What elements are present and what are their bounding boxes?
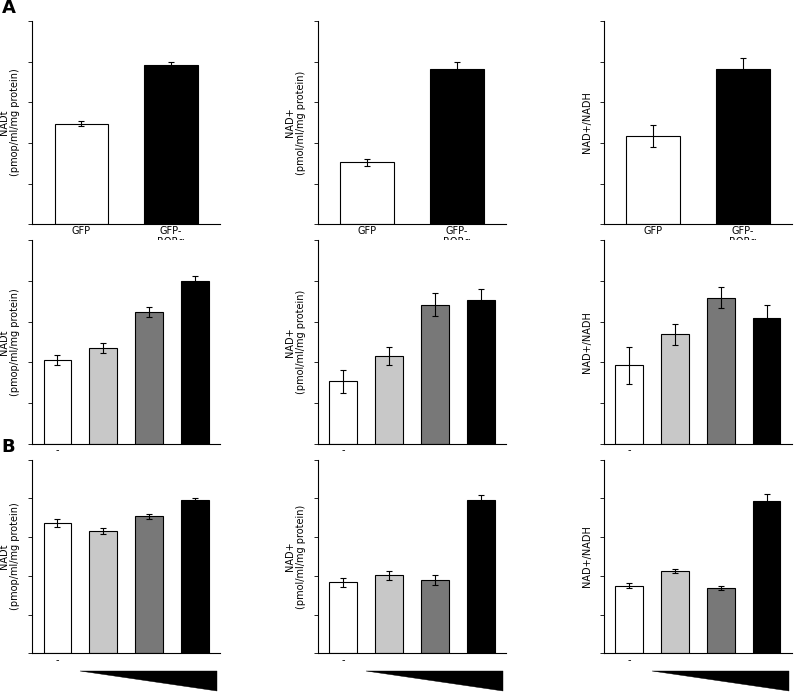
Bar — [715, 70, 768, 224]
Bar — [181, 500, 209, 653]
Polygon shape — [80, 671, 217, 691]
Y-axis label: NAD+/NADH: NAD+/NADH — [581, 525, 591, 587]
Bar — [181, 281, 209, 443]
Bar — [340, 163, 393, 224]
Bar — [89, 531, 117, 653]
Text: CS: CS — [148, 489, 163, 498]
Y-axis label: NADt
(pmop/ml/mg protein): NADt (pmop/ml/mg protein) — [0, 502, 20, 610]
Bar — [43, 523, 71, 653]
Text: B: B — [2, 438, 15, 456]
Bar — [660, 571, 688, 653]
Bar — [421, 580, 448, 653]
Polygon shape — [365, 671, 502, 691]
Bar — [89, 348, 117, 443]
Bar — [421, 305, 448, 443]
Y-axis label: NAD+/NADH: NAD+/NADH — [581, 311, 591, 373]
Bar — [43, 360, 71, 443]
Bar — [614, 366, 642, 443]
Bar — [329, 381, 357, 443]
Y-axis label: NADt
(pmop/ml/mg protein): NADt (pmop/ml/mg protein) — [0, 69, 20, 177]
Text: CS: CS — [719, 489, 734, 498]
Bar — [135, 312, 163, 443]
Y-axis label: NAD+
(pmol/ml/mg protein): NAD+ (pmol/ml/mg protein) — [284, 70, 306, 174]
Bar — [752, 318, 780, 443]
Y-axis label: NAD+
(pmol/ml/mg protein): NAD+ (pmol/ml/mg protein) — [284, 290, 306, 394]
Bar — [55, 124, 108, 224]
Polygon shape — [365, 462, 502, 483]
Bar — [706, 588, 734, 653]
Text: CS: CS — [434, 489, 448, 498]
Text: A: A — [2, 0, 15, 17]
Y-axis label: NAD+/NADH: NAD+/NADH — [581, 92, 591, 154]
Polygon shape — [651, 462, 788, 483]
Bar — [135, 516, 163, 653]
Bar — [614, 585, 642, 653]
Polygon shape — [80, 462, 217, 483]
Bar — [467, 300, 494, 443]
Y-axis label: NADt
(pmop/ml/mg protein): NADt (pmop/ml/mg protein) — [0, 288, 20, 395]
Bar — [329, 582, 357, 653]
Bar — [467, 500, 494, 653]
Bar — [660, 334, 688, 443]
Bar — [144, 65, 198, 224]
Polygon shape — [651, 671, 788, 691]
Bar — [626, 136, 679, 224]
Bar — [752, 501, 780, 653]
Y-axis label: NAD+
(pmol/ml/mg protein): NAD+ (pmol/ml/mg protein) — [284, 505, 306, 609]
Bar — [706, 297, 734, 443]
Bar — [430, 70, 483, 224]
Bar — [375, 575, 402, 653]
Bar — [375, 356, 402, 443]
